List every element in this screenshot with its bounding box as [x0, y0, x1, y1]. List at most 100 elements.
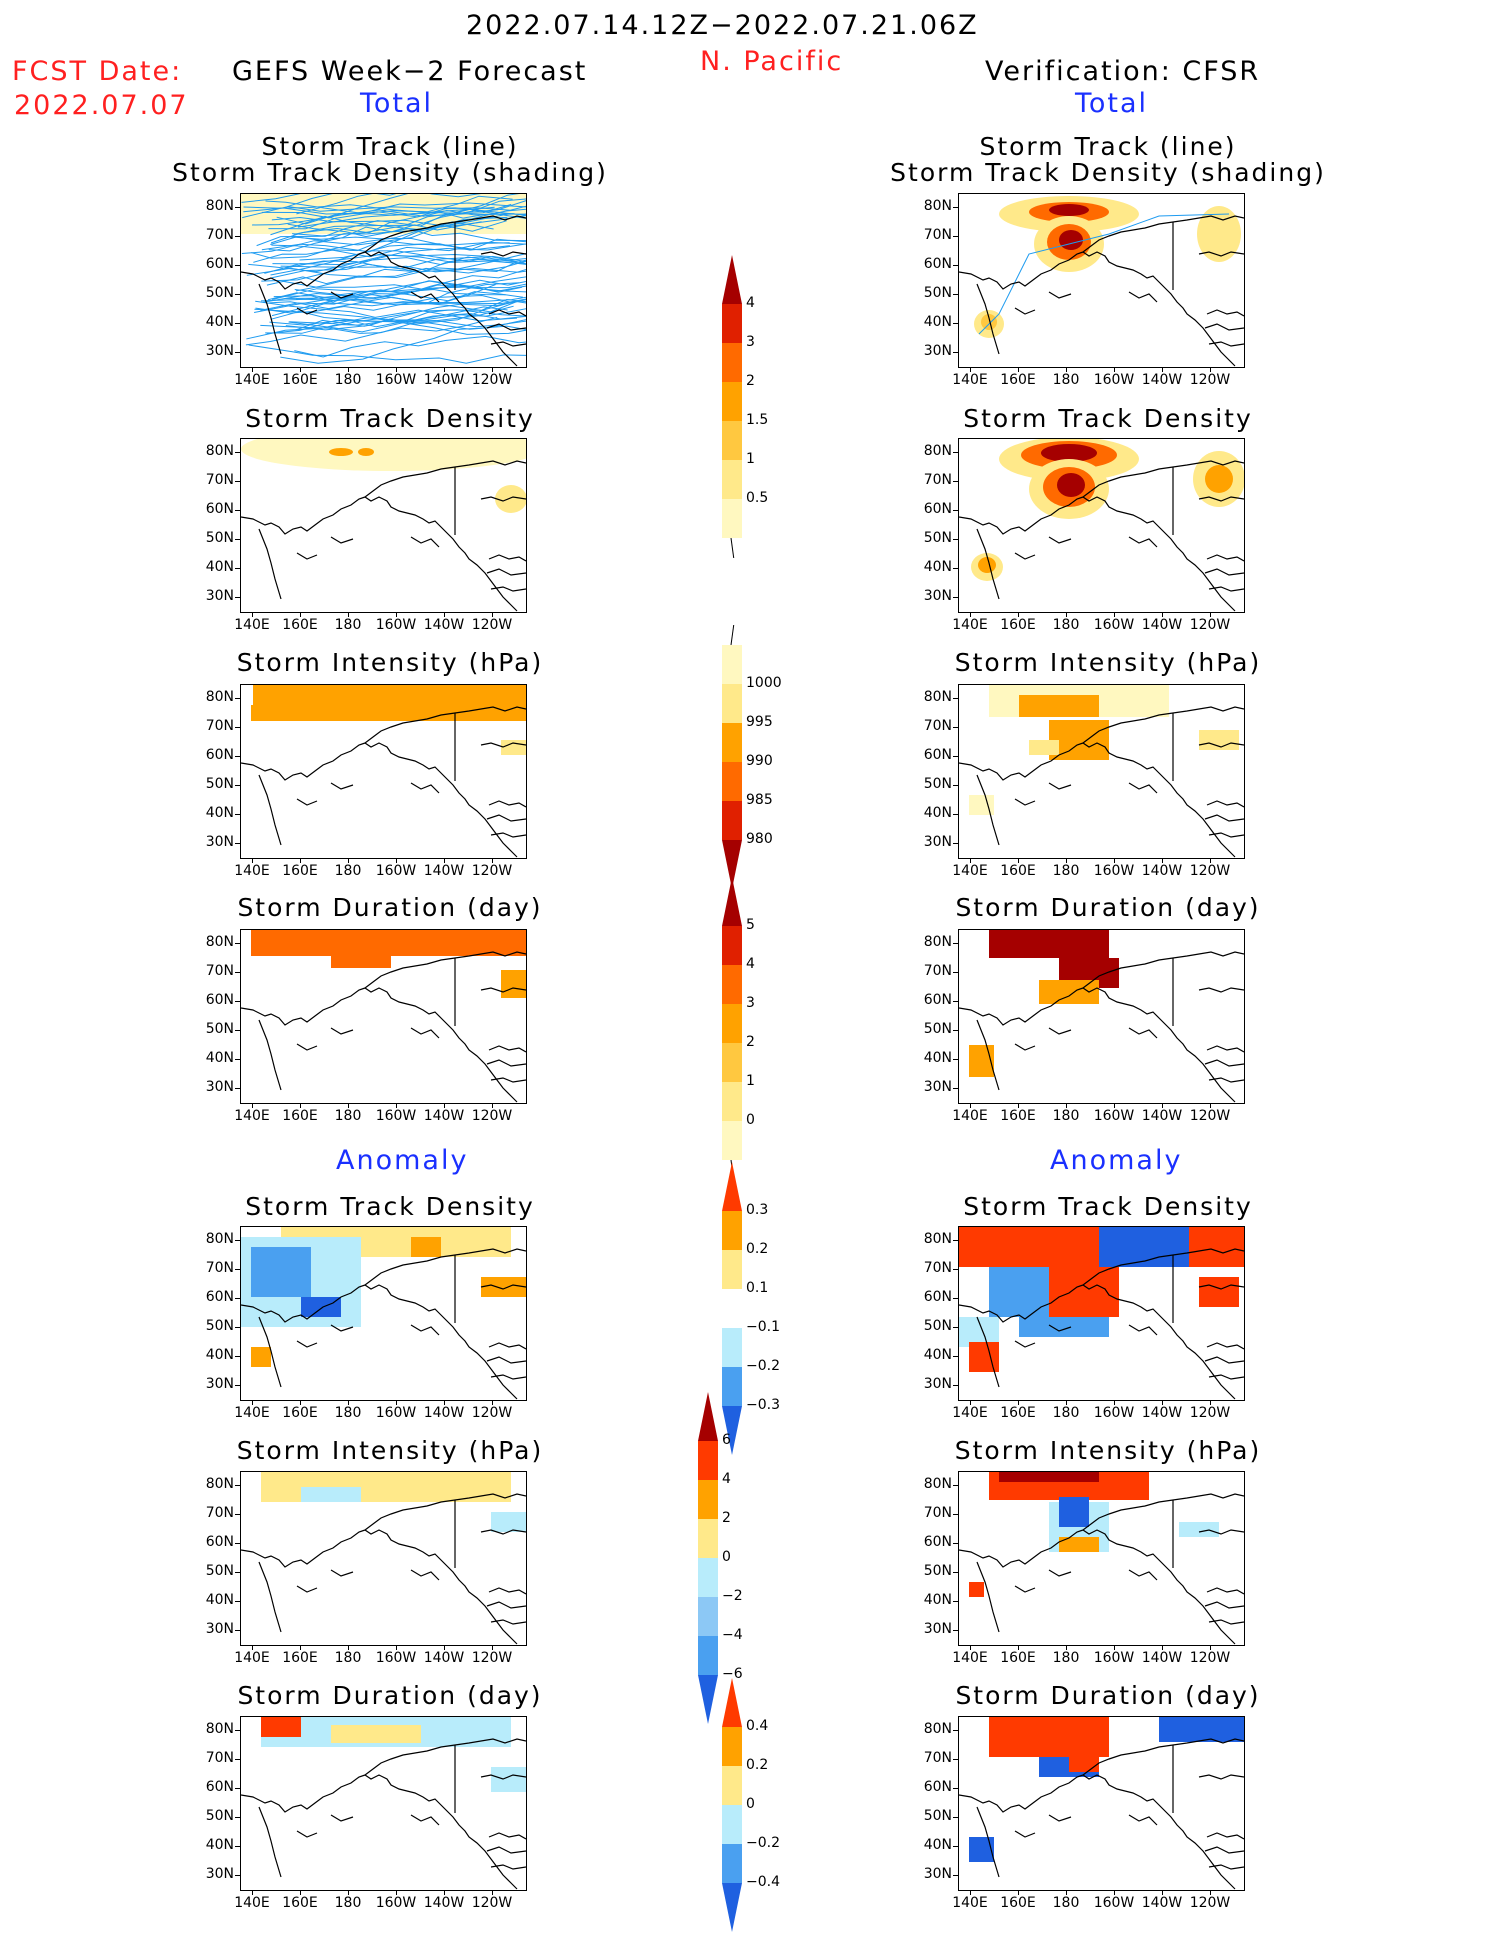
lat-tick	[235, 1630, 240, 1631]
lon-tick	[300, 1400, 301, 1405]
colorbar-label: 3	[746, 334, 755, 350]
lat-tick-label: 60N	[914, 1289, 952, 1305]
lat-tick	[235, 698, 240, 699]
coastline	[411, 783, 439, 793]
lat-tick	[235, 1088, 240, 1089]
lon-tick	[492, 612, 493, 617]
lon-tick	[970, 1400, 971, 1405]
lon-tick-label: 140W	[422, 372, 466, 388]
storm-track-line	[979, 214, 1229, 334]
lon-tick-label: 180	[326, 617, 370, 633]
lat-tick-label: 80N	[196, 1231, 234, 1247]
lat-tick-label: 50N	[196, 1318, 234, 1334]
lat-tick	[235, 1001, 240, 1002]
shaded-cell	[1159, 1717, 1244, 1742]
lon-tick	[444, 1103, 445, 1108]
lat-tick-label: 40N	[196, 314, 234, 330]
panel-title-track-shading: Storm Track Density (shading)	[868, 158, 1348, 187]
coastline	[411, 1325, 439, 1335]
lat-tick-label: 40N	[196, 559, 234, 575]
lat-tick-label: 30N	[196, 1866, 234, 1882]
lat-tick	[953, 1240, 958, 1241]
coastline	[1207, 801, 1244, 807]
lon-tick	[396, 367, 397, 372]
coastline	[297, 799, 317, 805]
lat-tick-label: 70N	[196, 718, 234, 734]
lon-tick-label: 140W	[1140, 863, 1184, 879]
colorbar-segment	[722, 343, 742, 382]
right-column-title: Verification: CFSR	[985, 56, 1260, 87]
lat-tick-label: 80N	[196, 1476, 234, 1492]
lat-tick-label: 30N	[914, 834, 952, 850]
lat-tick	[953, 814, 958, 815]
colorbar-segment	[722, 926, 742, 965]
lon-tick	[348, 1400, 349, 1405]
coastline	[491, 1375, 526, 1379]
coastline	[487, 1602, 526, 1608]
lon-tick	[348, 367, 349, 372]
lon-tick-label: 140W	[422, 1650, 466, 1666]
lat-tick-label: 70N	[196, 227, 234, 243]
lat-tick-label: 50N	[914, 530, 952, 546]
lat-tick	[953, 352, 958, 353]
coastline	[487, 1847, 526, 1853]
lat-tick	[953, 727, 958, 728]
lat-tick-label: 70N	[914, 718, 952, 734]
colorbar-segment	[722, 1328, 742, 1367]
lon-tick	[1066, 1645, 1067, 1650]
lon-tick	[1162, 1400, 1163, 1405]
storm-track-line	[249, 345, 526, 363]
lon-tick-label: 180	[326, 372, 370, 388]
lat-tick	[953, 698, 958, 699]
lat-tick-label: 60N	[914, 501, 952, 517]
lon-tick-label: 160W	[1092, 863, 1136, 879]
lat-tick-label: 80N	[196, 689, 234, 705]
lon-tick-label: 160E	[278, 1650, 322, 1666]
lat-tick	[235, 568, 240, 569]
coastline	[331, 1570, 353, 1576]
shaded-cell	[251, 685, 526, 721]
colorbar-tail	[731, 625, 734, 645]
colorbar-label: 6	[722, 1432, 731, 1448]
lon-tick-label: 160E	[278, 1895, 322, 1911]
lat-tick-label: 30N	[196, 343, 234, 359]
colorbar-segment	[698, 1675, 718, 1724]
lat-tick-label: 80N	[196, 198, 234, 214]
coastline	[259, 284, 281, 354]
shaded-cell	[969, 1342, 999, 1372]
lon-tick	[1018, 858, 1019, 863]
colorbar-segment	[722, 460, 742, 499]
colorbar-label: −0.4	[746, 1874, 780, 1890]
colorbar-segment	[698, 1441, 718, 1480]
lat-tick	[953, 236, 958, 237]
lat-tick-label: 70N	[914, 963, 952, 979]
colorbar-label: 4	[746, 295, 755, 311]
lon-tick-label: 160W	[1092, 372, 1136, 388]
lon-tick	[300, 1103, 301, 1108]
colorbar-label: 0	[722, 1549, 731, 1565]
shaded-region	[1205, 465, 1233, 493]
lon-tick	[396, 612, 397, 617]
lat-tick-label: 40N	[196, 1592, 234, 1608]
lat-tick	[953, 1630, 958, 1631]
lat-tick-label: 50N	[914, 1318, 952, 1334]
lon-tick-label: 160W	[374, 1650, 418, 1666]
coastline	[491, 1078, 526, 1082]
lat-tick	[953, 568, 958, 569]
panel-title-density-anom: Storm Track Density	[868, 1192, 1348, 1221]
lon-tick-label: 180	[326, 1108, 370, 1124]
panel-title-track-line: Storm Track (line)	[150, 132, 630, 161]
lon-tick-label: 160W	[374, 1895, 418, 1911]
map-panel-track-verification	[958, 193, 1245, 368]
map-svg	[241, 194, 526, 367]
lat-tick-label: 40N	[914, 1592, 952, 1608]
lon-tick	[1066, 1890, 1067, 1895]
shaded-cell	[1059, 1497, 1089, 1527]
shaded-region	[329, 448, 353, 456]
lat-tick	[235, 814, 240, 815]
shaded-cell	[1019, 695, 1099, 717]
lon-tick	[1066, 858, 1067, 863]
lon-tick-label: 160E	[996, 1108, 1040, 1124]
colorbar-label: 2	[746, 1034, 755, 1050]
coastline	[1207, 1343, 1244, 1349]
